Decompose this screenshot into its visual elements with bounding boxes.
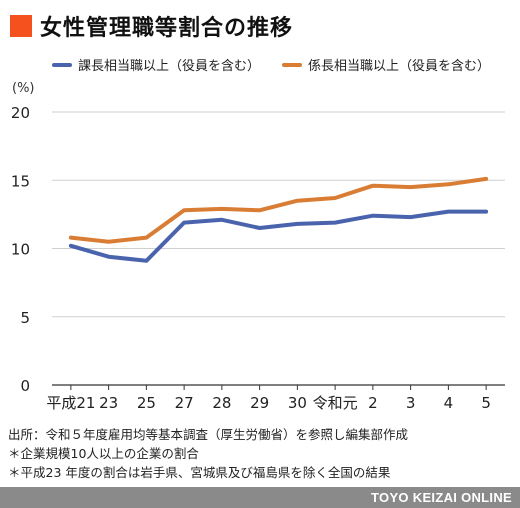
grid	[52, 111, 505, 386]
x-tick-label: 令和元	[313, 394, 358, 412]
legend-label: 係長相当職以上（役員を含む）	[308, 59, 491, 74]
footnotes: 出所：令和５年度雇用均等基本調査（厚生労働省）を参照し編集部作成 ＊企業規模10…	[8, 425, 408, 482]
legend-swatch-blue	[52, 62, 72, 67]
chart-title: 女性管理職等割合の推移	[40, 16, 294, 41]
y-tick-label: 20	[11, 104, 30, 122]
x-tick-label: 25	[137, 394, 156, 412]
series-group	[68, 176, 489, 263]
y-unit-label: (%)	[12, 81, 35, 96]
y-tick-label: 5	[20, 309, 30, 327]
x-tick-label: 4	[444, 394, 454, 412]
x-tick-label: 23	[99, 394, 118, 412]
y-tick-label: 15	[11, 172, 30, 190]
legend-item-section-chief: 課長相当職以上（役員を含む）	[52, 55, 260, 74]
y-tick-label: 10	[11, 241, 30, 259]
x-tick-label: 平成21	[46, 394, 95, 412]
legend: 課長相当職以上（役員を含む） 係長相当職以上（役員を含む）	[52, 55, 512, 74]
y-axis-ticks: 0 5 10 15 20	[11, 104, 30, 395]
x-axis-ticks: 平成21 23 25 27 28 29 30 令和元 2 3 4 5	[46, 385, 491, 412]
series-line-subsection-chief	[68, 176, 489, 244]
brand-label: TOYO KEIZAI ONLINE	[371, 490, 512, 505]
legend-swatch-orange	[282, 62, 303, 67]
x-tick-label: 30	[288, 394, 307, 412]
legend-item-subsection-chief: 係長相当職以上（役員を含む）	[282, 55, 490, 74]
title-marker	[10, 15, 32, 37]
x-tick-label: 2	[368, 394, 378, 412]
x-tick-label: 29	[250, 394, 269, 412]
footer-bar: TOYO KEIZAI ONLINE	[0, 487, 520, 508]
series-line-section-chief	[68, 209, 489, 263]
x-tick-label: 27	[175, 394, 194, 412]
x-tick-label: 28	[212, 394, 231, 412]
x-tick-label: 3	[406, 394, 416, 412]
source-note: 出所：令和５年度雇用均等基本調査（厚生労働省）を参照し編集部作成	[8, 427, 409, 442]
legend-label: 課長相当職以上（役員を含む）	[78, 59, 261, 74]
exclusion-note: ＊平成23 年度の割合は岩手県、宮城県及び福島県を除く全国の結果	[8, 465, 391, 480]
y-tick-label: 0	[20, 377, 30, 395]
x-tick-label: 5	[481, 394, 491, 412]
scope-note: ＊企業規模10人以上の企業の割合	[8, 446, 199, 461]
title-block: 女性管理職等割合の推移	[10, 10, 293, 42]
